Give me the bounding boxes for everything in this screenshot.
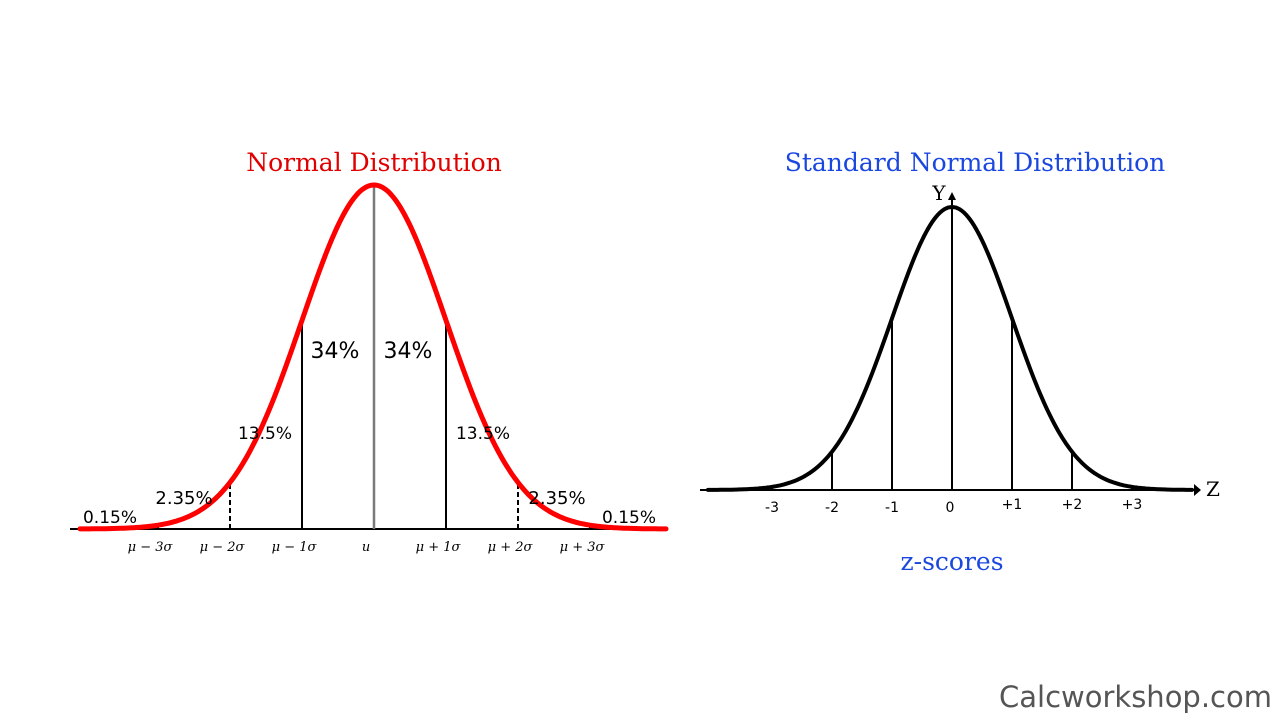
region-percent-label: 2.35% [155,488,212,509]
z-tick-labels: -3 -2 -1 0 +1 +2 +3 [765,497,1142,516]
region-percent-label: 0.15% [83,508,137,528]
z-tick-label: 0 [946,500,955,516]
standard-normal-diagram: Standard Normal Distribution Z Y -3 -2 -1 0… [700,148,1220,576]
sigma-axis-label: μ − 3σ [128,540,174,555]
left-region-labels: 0.15% 2.35% 13.5% 34% 34% 13.5% 2.35% 0.15% [83,339,656,528]
left-sigma-lines [157,187,591,529]
sigma-axis-label: u [362,540,370,555]
region-percent-label: 0.15% [602,508,656,528]
z-tick-label: -2 [825,500,839,516]
z-scores-caption: z-scores [900,547,1003,576]
sigma-axis-label: μ + 3σ [560,540,606,555]
left-axis-labels: μ − 3σ μ − 2σ μ − 1σ u μ + 1σ μ + 2σ μ + 3σ [128,540,606,555]
z-axis-arrowhead [1194,484,1201,496]
left-title: Normal Distribution [246,148,502,177]
region-percent-label: 34% [311,339,360,364]
region-percent-label: 34% [384,339,433,364]
right-title: Standard Normal Distribution [785,148,1166,177]
y-axis-arrowhead [948,192,956,200]
normal-distribution-diagram: Normal Distribution 0.15% 2.35% 13.5% 34% 34… [70,148,669,555]
z-tick-label: -1 [885,500,899,516]
standard-normal-curve [706,204,1194,492]
z-tick-label: +3 [1122,497,1143,513]
z-tick-label: +1 [1002,497,1023,513]
sigma-axis-label: μ − 1σ [272,540,318,555]
region-percent-label: 13.5% [238,424,292,444]
y-axis-label: Y [931,181,946,205]
z-tick-label: -3 [765,500,779,516]
z-tick-label: +2 [1062,497,1083,513]
watermark: Calcworkshop.com [999,680,1272,714]
region-percent-label: 13.5% [456,424,510,444]
z-axis-label: Z [1206,477,1220,501]
normal-curve [77,182,669,532]
region-percent-label: 2.35% [528,488,585,509]
sigma-axis-label: μ − 2σ [200,540,246,555]
sigma-axis-label: μ + 2σ [488,540,534,555]
sigma-axis-label: μ + 1σ [416,540,462,555]
